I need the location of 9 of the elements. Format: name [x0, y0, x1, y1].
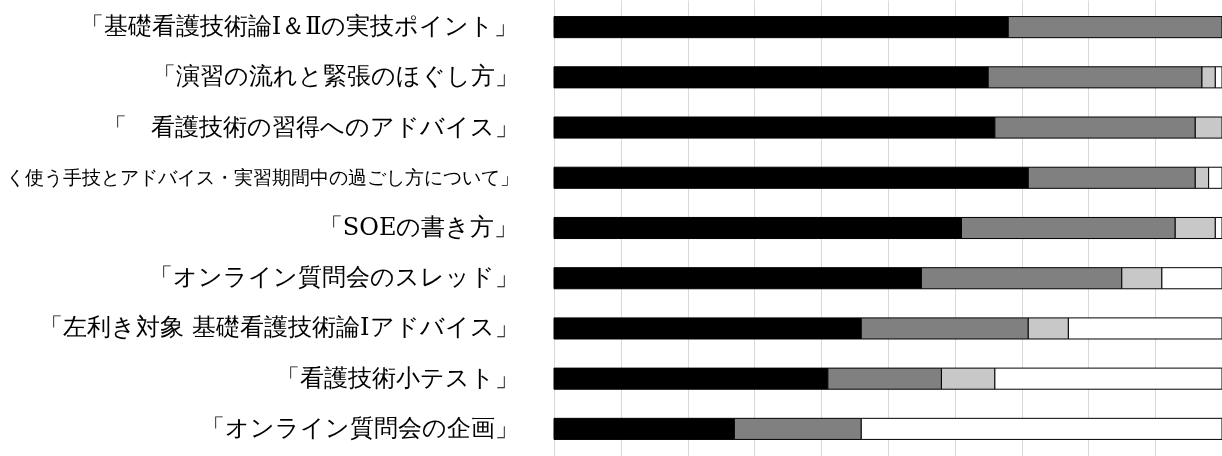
y-tick-label: 「オンライン質問会のスレッド」 — [148, 263, 519, 292]
y-tick-label: 「基礎看護技術論Ⅰ＆Ⅱの実技ポイント」 — [79, 12, 519, 41]
y-tick-label: 「演習の流れと緊張のほぐし方」 — [151, 62, 519, 91]
y-tick-label: 「SOEの書き方」 — [318, 213, 519, 241]
y-tick-label: 「看護技術小テスト」 — [275, 363, 519, 392]
y-tick-label: く使う手技とアドバイス・実習期間中の過ごし方について」 — [5, 165, 519, 188]
y-tick-label: 「オンライン質問会の企画」 — [200, 413, 519, 442]
y-tick-label: 「左利き対象 基礎看護技術論Ⅰアドバイス」 — [39, 313, 519, 342]
y-tick-label: 「 看護技術の習得へのアドバイス」 — [102, 112, 519, 141]
